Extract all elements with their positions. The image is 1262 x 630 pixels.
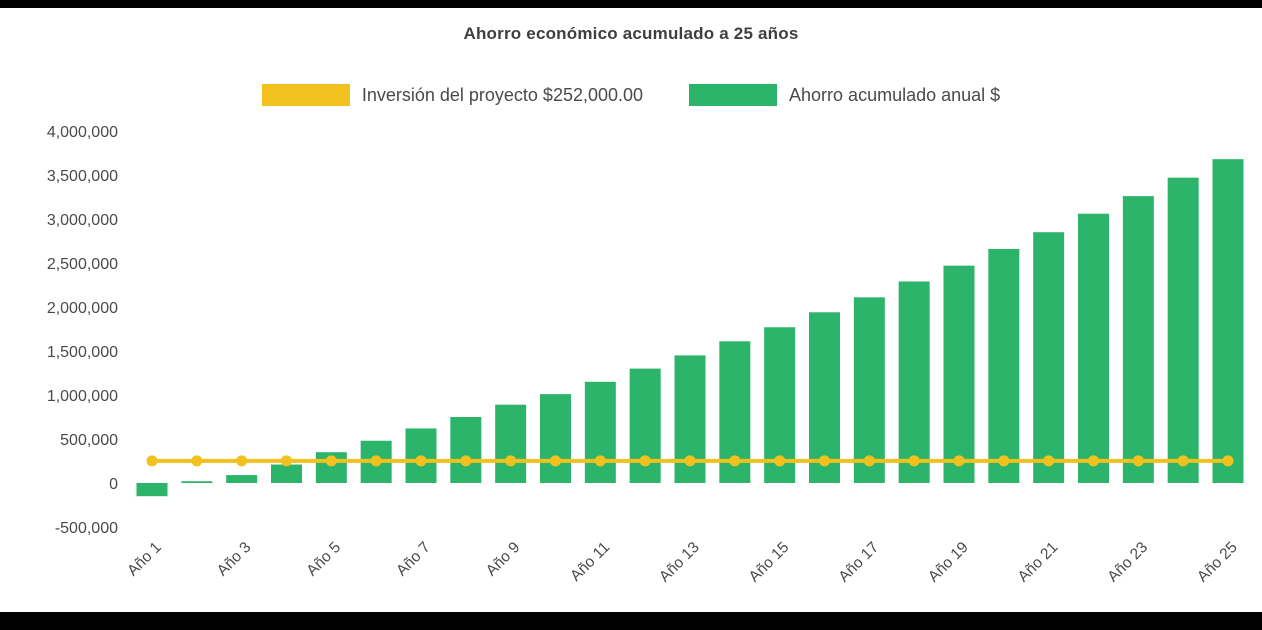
y-axis-label: 1,000,000: [47, 388, 118, 405]
bar-ano-10: [540, 394, 571, 483]
bar-ano-9: [495, 404, 527, 483]
chart-background: 4,000,000 3,500,000 3,000,000 2,500,000 2,00…: [0, 8, 1262, 612]
y-axis-label: 3,000,000: [47, 212, 118, 229]
investment-point-13: [684, 455, 696, 467]
bar-ano-1: [136, 483, 168, 497]
investment-point-19: [953, 455, 965, 467]
investment-point-20: [998, 455, 1010, 467]
investment-point-9: [505, 455, 517, 467]
bar-ano-18: [898, 281, 930, 483]
legend-swatch-inversion: [261, 84, 350, 106]
bar-ano-4: [271, 464, 302, 483]
x-axis-label-ano-19: Año 19: [925, 539, 972, 586]
x-axis-label-ano-7: Año 7: [393, 539, 434, 580]
investment-point-2: [191, 455, 203, 467]
investment-point-10: [550, 455, 561, 467]
x-axis-label-ano-17: Año 17: [835, 539, 882, 586]
investment-point-22: [1088, 455, 1099, 467]
bar-ano-22: [1078, 213, 1109, 483]
legend-item-inversion[interactable]: Inversión del proyecto $252,000.00: [261, 84, 644, 106]
investment-point-23: [1132, 455, 1144, 467]
y-axis-label: -500,000: [55, 520, 118, 537]
y-axis-label: 500,000: [60, 432, 118, 449]
investment-point-11: [594, 455, 606, 467]
legend-label-inversion: Inversión del proyecto $252,000.00: [361, 84, 644, 105]
x-axis-label-ano-1: Año 1: [124, 539, 165, 580]
investment-point-4: [281, 455, 292, 467]
investment-point-25: [1222, 455, 1234, 467]
y-axis-label: 2,000,000: [47, 300, 118, 317]
bar-ano-3: [226, 475, 258, 483]
bar-ano-19: [943, 265, 975, 483]
y-axis-label: 3,500,000: [47, 168, 118, 185]
bar-ano-21: [1033, 232, 1065, 483]
investment-point-7: [415, 455, 427, 467]
legend-item-ahorro[interactable]: Ahorro acumulado anual $: [689, 84, 1000, 106]
bar-ano-11: [584, 381, 616, 483]
legend-swatch-ahorro: [689, 84, 778, 106]
investment-point-16: [819, 455, 830, 467]
chart-title: Ahorro económico acumulado a 25 años: [463, 24, 799, 43]
x-axis-label-ano-25: Año 25: [1194, 539, 1241, 586]
investment-point-24: [1177, 455, 1189, 467]
chart-legend: Inversión del proyecto $252,000.00 Ahorr…: [0, 84, 1262, 106]
y-axis-label: 0: [109, 476, 118, 493]
x-axis-label-ano-23: Año 23: [1104, 539, 1151, 586]
y-axis-label: 4,000,000: [47, 124, 118, 141]
bar-ano-17: [853, 297, 885, 483]
investment-point-15: [774, 455, 786, 467]
bar-ano-16: [809, 312, 840, 483]
investment-point-5: [325, 455, 337, 467]
bar-ano-23: [1122, 196, 1154, 483]
investment-point-12: [639, 455, 651, 467]
bar-ano-24: [1167, 177, 1199, 483]
investment-point-8: [460, 455, 472, 467]
x-axis-label-ano-9: Año 9: [483, 539, 524, 580]
y-axis-label: 1,500,000: [47, 344, 118, 361]
x-axis-label-ano-15: Año 15: [746, 539, 793, 586]
x-axis-label-ano-21: Año 21: [1015, 539, 1062, 586]
investment-point-3: [236, 455, 248, 467]
legend-label-ahorro: Ahorro acumulado anual $: [789, 84, 1001, 105]
y-axis-label: 2,500,000: [47, 256, 118, 273]
bar-ano-25: [1212, 159, 1244, 483]
bar-ano-20: [988, 248, 1020, 483]
investment-point-18: [908, 455, 920, 467]
x-axis-label-ano-13: Año 13: [656, 539, 703, 586]
x-axis-label-ano-11: Año 11: [567, 539, 613, 585]
x-axis-label-ano-3: Año 3: [214, 539, 255, 580]
investment-point-21: [1043, 455, 1055, 467]
investment-point-1: [146, 455, 158, 467]
investment-point-14: [729, 455, 741, 467]
investment-point-17: [863, 455, 875, 467]
bar-ano-8: [450, 417, 482, 483]
x-axis-label-ano-5: Año 5: [303, 539, 344, 580]
investment-point-6: [370, 455, 382, 467]
bar-ano-2: [181, 481, 213, 483]
chart-canvas: 4,000,000 3,500,000 3,000,000 2,500,000 2,00…: [47, 124, 1244, 586]
